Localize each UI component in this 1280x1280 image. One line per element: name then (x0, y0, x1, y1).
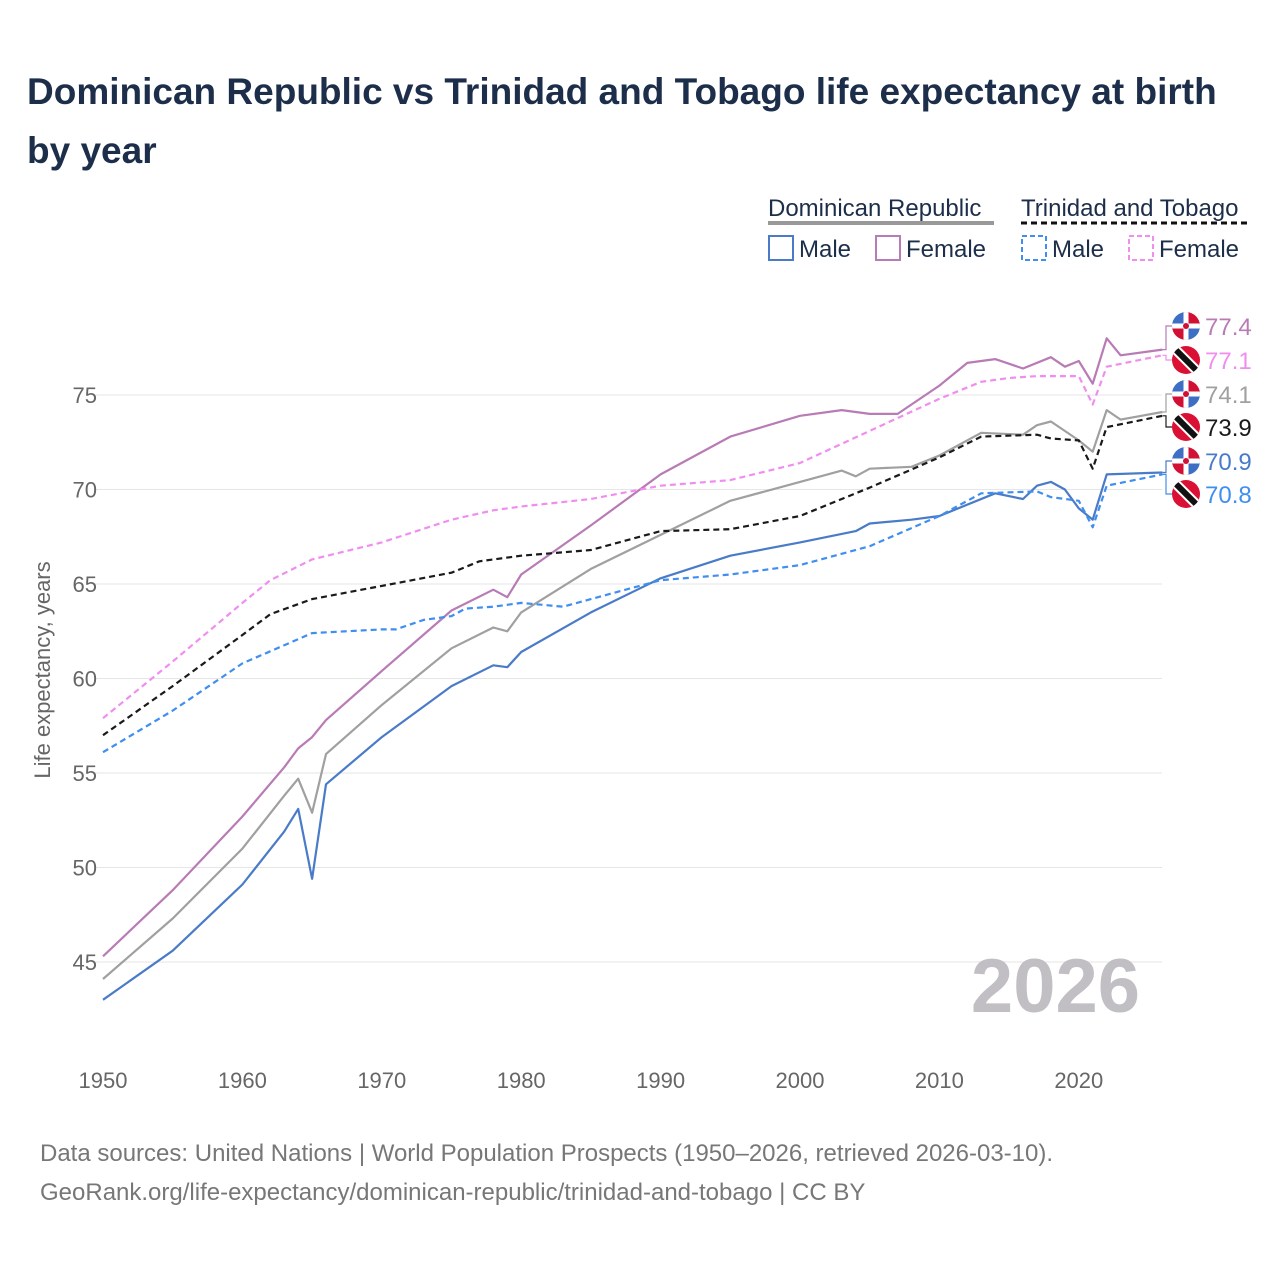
dominican-republic-flag-icon (1172, 447, 1200, 475)
legend-swatch-tt-female[interactable] (1128, 235, 1154, 261)
end-value-label: 70.9 (1205, 449, 1252, 476)
y-tick-label: 55 (73, 761, 97, 786)
end-value-label: 74.1 (1205, 382, 1252, 409)
footer-sources: Data sources: United Nations | World Pop… (40, 1140, 1054, 1167)
trinidad-and-tobago-flag-icon (1172, 413, 1200, 441)
x-axis-ticks: 1950 1960 1970 1980 1990 2000 2010 2020 (79, 1068, 1104, 1093)
dominican-republic-flag-icon (1172, 380, 1200, 408)
series-line-trinidad-and-tobago-female (102, 354, 1163, 720)
y-axis-label: Life expectancy, years (30, 561, 55, 778)
end-value-label: 77.4 (1205, 314, 1252, 341)
chart-title: Dominican Republic vs Trinidad and Tobag… (27, 71, 1217, 171)
legend-item-tt-male[interactable]: Male (1052, 236, 1104, 263)
series-line-dominican-republic-female (102, 337, 1163, 958)
label-connector (1162, 393, 1172, 413)
label-connector (1162, 354, 1172, 361)
legend-item-tt-female[interactable]: Female (1159, 236, 1239, 263)
x-tick-label: 2020 (1054, 1068, 1103, 1093)
x-tick-label: 2010 (915, 1068, 964, 1093)
series-line-trinidad-and-tobago-total (102, 414, 1163, 737)
legend-swatch-dr-male[interactable] (768, 235, 794, 261)
footer-link[interactable]: GeoRank.org/life-expectancy/dominican-re… (40, 1179, 866, 1206)
x-tick-label: 1950 (79, 1068, 128, 1093)
x-tick-label: 2000 (776, 1068, 825, 1093)
end-value-label: 70.8 (1205, 482, 1252, 509)
x-tick-label: 1970 (357, 1068, 406, 1093)
y-tick-label: 70 (73, 478, 97, 503)
y-axis-ticks: 45 50 55 60 65 70 75 (73, 383, 97, 975)
legend: Dominican Republic Trinidad and Tobago M… (768, 195, 1249, 263)
x-tick-label: 1960 (218, 1068, 267, 1093)
legend-group-dominican-republic[interactable]: Dominican Republic (768, 195, 981, 222)
x-tick-label: 1990 (636, 1068, 685, 1093)
legend-swatch-dr-female[interactable] (875, 235, 901, 261)
y-tick-label: 65 (73, 572, 97, 597)
legend-item-dr-male[interactable]: Male (799, 236, 851, 263)
x-tick-label: 1980 (497, 1068, 546, 1093)
series-lines (102, 337, 1163, 1001)
legend-swatch-tt-male[interactable] (1021, 235, 1047, 261)
label-connector (1162, 460, 1172, 474)
end-value-label: 77.1 (1205, 348, 1252, 375)
series-line-dominican-republic-total (102, 409, 1163, 980)
series-line-trinidad-and-tobago-male (102, 473, 1163, 754)
legend-item-dr-female[interactable]: Female (906, 236, 986, 263)
dominican-republic-flag-icon (1172, 312, 1200, 340)
gridlines (95, 394, 1162, 963)
y-tick-label: 50 (73, 856, 97, 881)
end-labels: 77.4 77.1 74.1 73.9 70.9 70.8 (1162, 312, 1252, 509)
legend-group-trinidad-and-tobago[interactable]: Trinidad and Tobago (1021, 195, 1239, 222)
label-connector (1162, 415, 1172, 428)
year-watermark: 2026 (971, 944, 1140, 1029)
trinidad-and-tobago-flag-icon (1172, 480, 1200, 508)
series-line-dominican-republic-male (102, 471, 1163, 1001)
footer: Data sources: United Nations | World Pop… (40, 1134, 1053, 1212)
y-tick-label: 75 (73, 383, 97, 408)
y-tick-label: 60 (73, 667, 97, 692)
trinidad-and-tobago-flag-icon (1172, 346, 1200, 374)
end-value-label: 73.9 (1205, 415, 1252, 442)
y-tick-label: 45 (73, 950, 97, 975)
label-connector (1162, 473, 1172, 495)
label-connector (1162, 325, 1172, 351)
